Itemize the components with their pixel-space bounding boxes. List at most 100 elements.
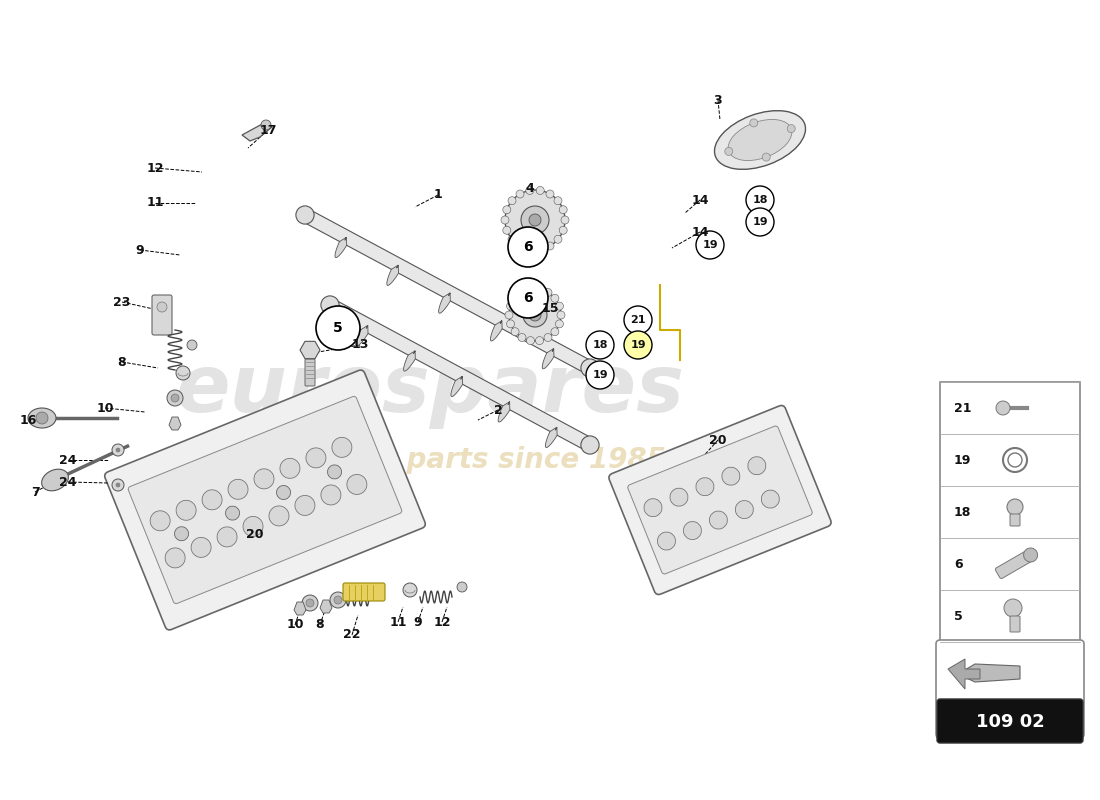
Circle shape <box>228 479 248 499</box>
Circle shape <box>306 599 313 607</box>
Circle shape <box>551 294 559 302</box>
Circle shape <box>1008 453 1022 467</box>
Circle shape <box>526 246 534 254</box>
Circle shape <box>559 226 568 234</box>
Circle shape <box>546 242 554 250</box>
Circle shape <box>507 302 515 310</box>
Polygon shape <box>498 402 509 422</box>
Circle shape <box>507 320 515 328</box>
Ellipse shape <box>28 408 56 428</box>
Circle shape <box>332 438 352 458</box>
Circle shape <box>330 592 346 608</box>
Circle shape <box>736 501 754 518</box>
Circle shape <box>321 485 341 505</box>
Polygon shape <box>439 293 450 314</box>
FancyBboxPatch shape <box>152 295 172 335</box>
Text: 18: 18 <box>752 195 768 205</box>
Circle shape <box>456 582 468 592</box>
Text: 12: 12 <box>433 615 451 629</box>
Circle shape <box>261 120 271 130</box>
Circle shape <box>175 526 188 541</box>
Text: 9: 9 <box>414 615 422 629</box>
Polygon shape <box>169 417 182 430</box>
Polygon shape <box>948 659 980 689</box>
Circle shape <box>526 186 534 194</box>
Text: 10: 10 <box>97 402 113 414</box>
Text: 6: 6 <box>524 291 532 305</box>
FancyBboxPatch shape <box>343 583 385 601</box>
Circle shape <box>508 235 516 243</box>
Circle shape <box>522 303 547 327</box>
Circle shape <box>243 517 263 537</box>
Circle shape <box>328 465 341 479</box>
Circle shape <box>696 231 724 259</box>
Circle shape <box>586 331 614 359</box>
Text: 19: 19 <box>702 240 718 250</box>
Circle shape <box>725 147 733 155</box>
Circle shape <box>521 206 549 234</box>
Text: 23: 23 <box>113 295 131 309</box>
Text: a passion for parts since 1985: a passion for parts since 1985 <box>194 446 666 474</box>
Circle shape <box>518 289 526 297</box>
Text: 18: 18 <box>592 340 607 350</box>
Polygon shape <box>404 351 416 371</box>
Polygon shape <box>320 600 332 613</box>
Text: 2: 2 <box>494 403 503 417</box>
Circle shape <box>116 448 120 452</box>
Text: 3: 3 <box>714 94 723 106</box>
Circle shape <box>561 216 569 224</box>
Polygon shape <box>546 427 557 447</box>
Circle shape <box>556 320 563 328</box>
Text: 6: 6 <box>954 558 962 570</box>
Polygon shape <box>300 342 320 358</box>
Text: 20: 20 <box>246 529 264 542</box>
Circle shape <box>750 119 758 127</box>
Text: 10: 10 <box>286 618 304 631</box>
Text: 24: 24 <box>59 475 77 489</box>
Circle shape <box>505 190 565 250</box>
Text: 13: 13 <box>351 338 369 351</box>
Text: 12: 12 <box>146 162 164 174</box>
Text: 19: 19 <box>954 454 971 466</box>
Text: 16: 16 <box>20 414 36 426</box>
Text: 19: 19 <box>630 340 646 350</box>
FancyBboxPatch shape <box>996 550 1035 578</box>
Circle shape <box>403 583 417 597</box>
Circle shape <box>536 186 544 194</box>
Circle shape <box>527 286 535 294</box>
Circle shape <box>316 306 360 350</box>
Polygon shape <box>451 376 463 397</box>
Circle shape <box>696 478 714 496</box>
Circle shape <box>710 511 727 529</box>
FancyBboxPatch shape <box>628 426 812 574</box>
Circle shape <box>658 532 675 550</box>
Circle shape <box>512 328 519 336</box>
Text: 1: 1 <box>433 189 442 202</box>
FancyBboxPatch shape <box>940 382 1080 642</box>
Text: eurospares: eurospares <box>176 351 684 429</box>
Circle shape <box>270 506 289 526</box>
Circle shape <box>254 469 274 489</box>
Circle shape <box>1003 448 1027 472</box>
Text: 19: 19 <box>752 217 768 227</box>
Circle shape <box>36 412 48 424</box>
Circle shape <box>302 595 318 611</box>
Circle shape <box>334 596 342 604</box>
Text: 21: 21 <box>630 315 646 325</box>
Circle shape <box>554 235 562 243</box>
FancyBboxPatch shape <box>936 640 1084 738</box>
Circle shape <box>544 334 552 342</box>
Circle shape <box>116 483 120 487</box>
Text: 11: 11 <box>146 197 164 210</box>
Circle shape <box>996 401 1010 415</box>
Text: 19: 19 <box>592 370 608 380</box>
Polygon shape <box>294 602 306 615</box>
Circle shape <box>503 206 510 214</box>
Circle shape <box>187 340 197 350</box>
Text: 15: 15 <box>541 302 559 314</box>
Circle shape <box>176 366 190 380</box>
Circle shape <box>503 226 510 234</box>
Circle shape <box>512 294 519 302</box>
FancyBboxPatch shape <box>305 359 315 386</box>
Polygon shape <box>356 326 369 346</box>
